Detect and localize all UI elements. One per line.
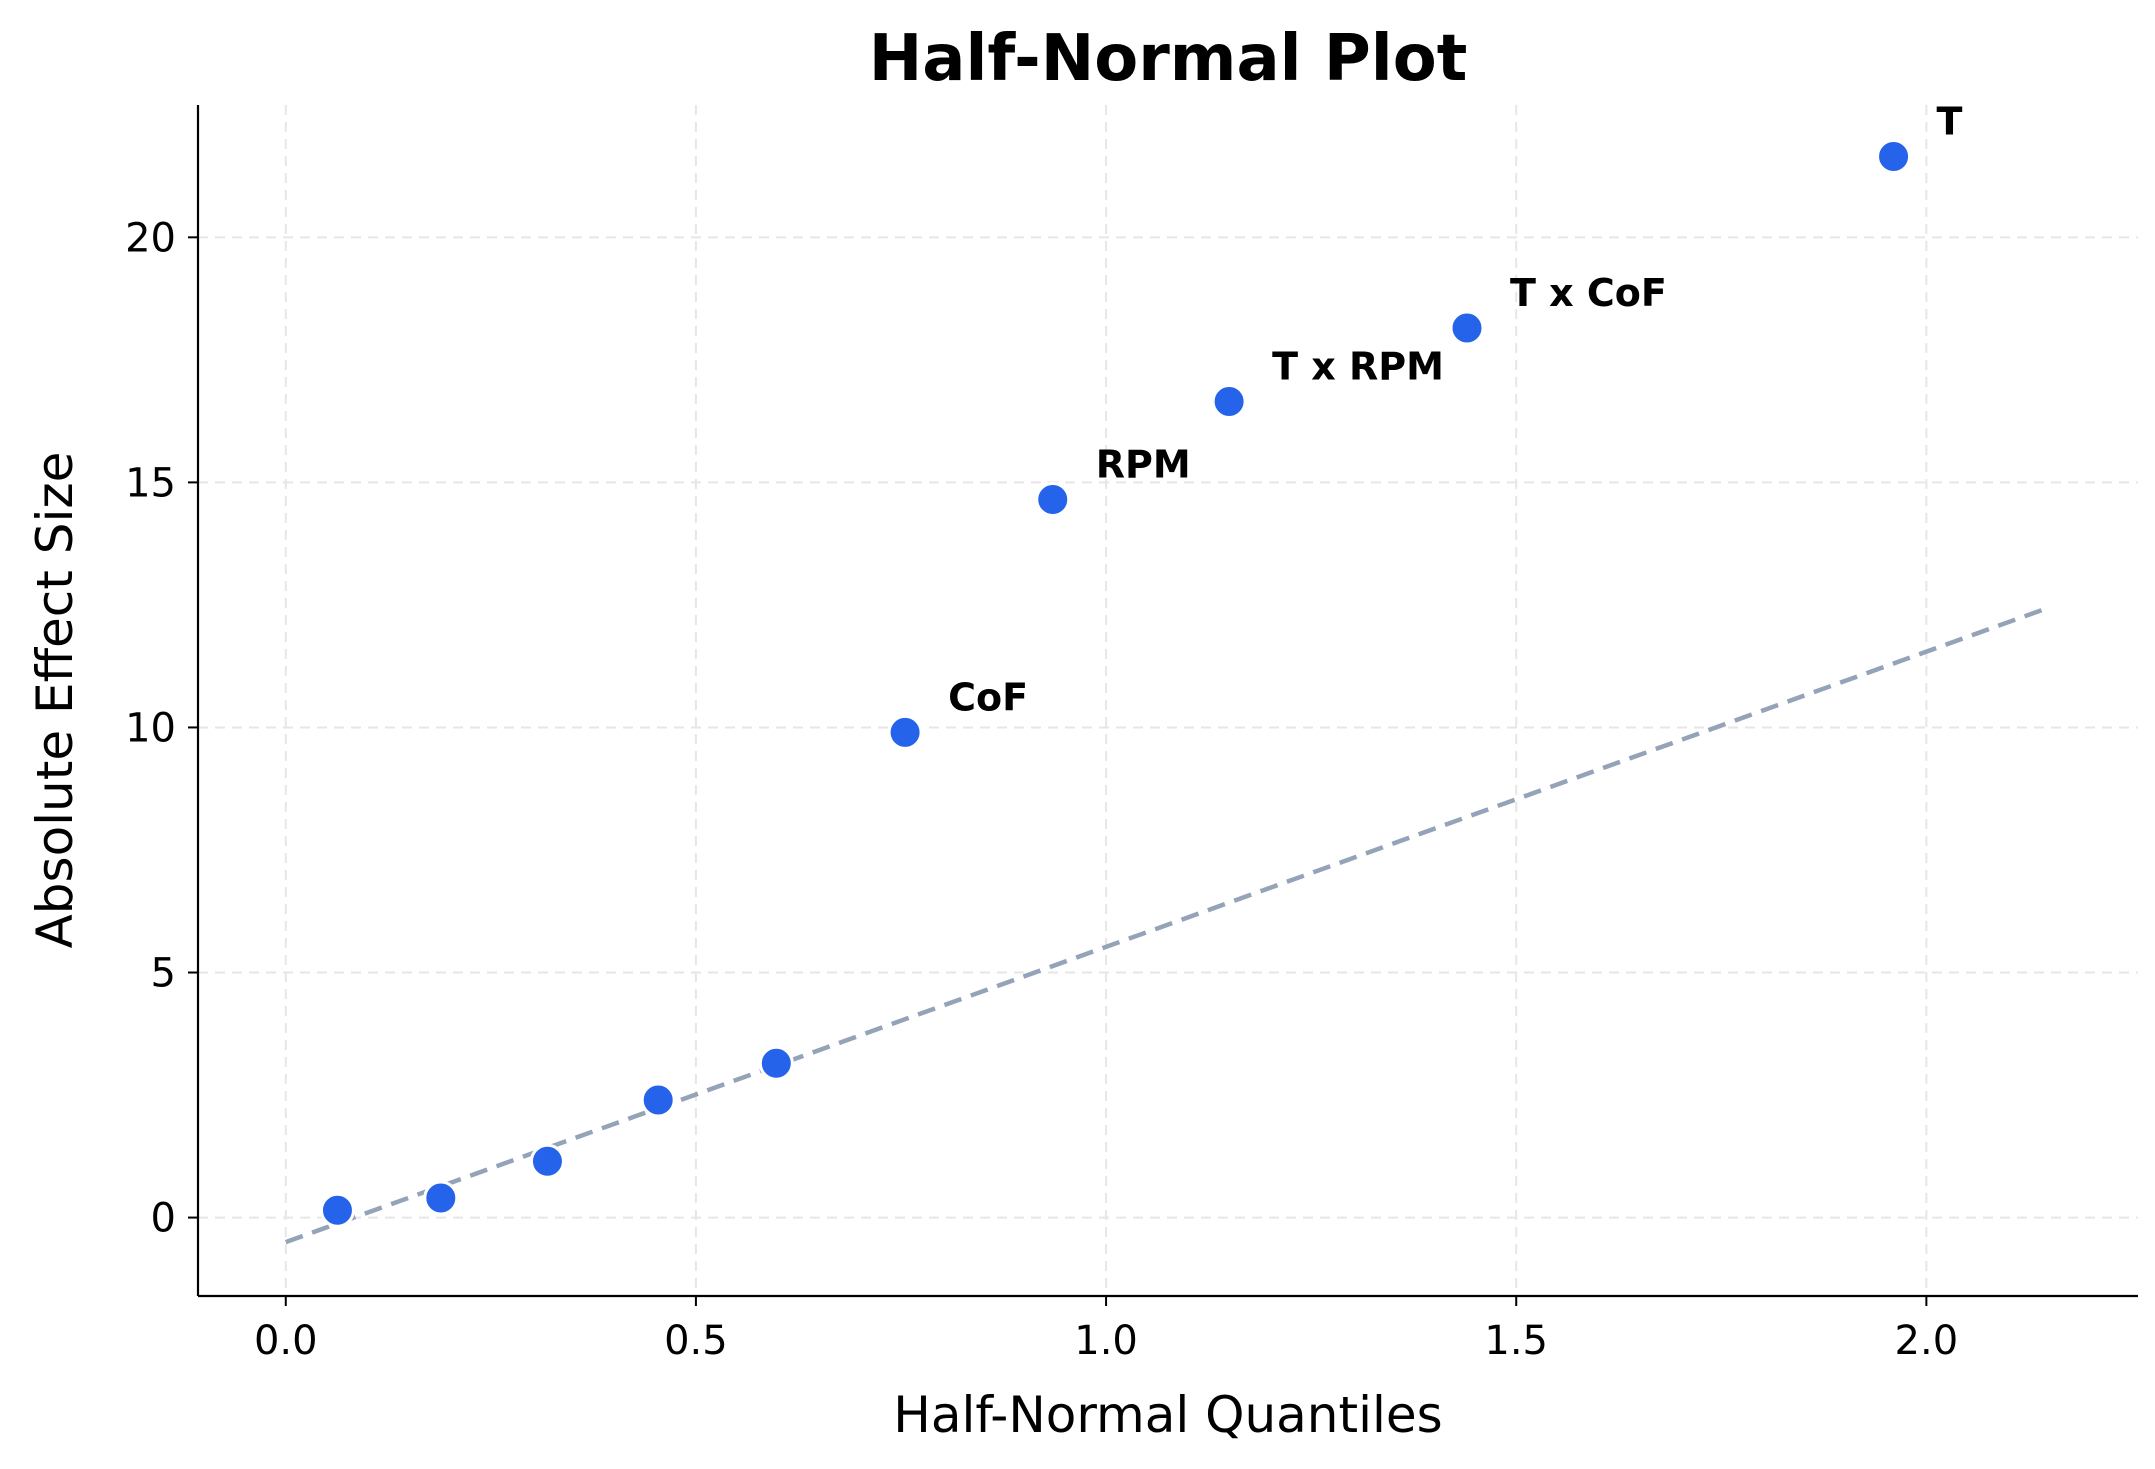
axes: [196, 105, 2138, 1298]
y-tick-label: 0: [151, 1196, 176, 1242]
x-axis-label: Half-Normal Quantiles: [893, 1386, 1442, 1444]
reference-line-group: [285, 605, 2051, 1245]
data-point: [1035, 482, 1071, 518]
data-point: [1211, 384, 1247, 420]
chart-title: Half-Normal Plot: [869, 22, 1468, 96]
data-point: [529, 1143, 565, 1179]
reference-line: [285, 605, 2051, 1245]
x-tick-label: 2.0: [1895, 1318, 1959, 1364]
y-tick-label: 10: [125, 705, 176, 751]
y-tick-label: 20: [125, 215, 176, 261]
x-ticks: 0.0 0.5 1.0 1.5 2.0: [254, 1296, 1958, 1364]
data-point: [1449, 310, 1485, 346]
y-ticks: 0 5 10 15 20: [125, 215, 198, 1242]
x-tick-label: 0.0: [254, 1318, 318, 1364]
data-point: [1876, 138, 1912, 174]
y-tick-label: 5: [151, 951, 176, 997]
data-point: [887, 714, 923, 750]
data-point: [319, 1192, 355, 1228]
point-label: RPM: [1096, 443, 1191, 487]
data-point: [640, 1082, 676, 1118]
x-tick-label: 1.5: [1484, 1318, 1548, 1364]
data-point: [758, 1045, 794, 1081]
data-points: [319, 138, 1912, 1228]
data-point: [423, 1180, 459, 1216]
point-label: T x CoF: [1510, 271, 1667, 315]
x-tick-label: 0.5: [664, 1318, 728, 1364]
y-tick-label: 15: [125, 460, 176, 506]
x-tick-label: 1.0: [1074, 1318, 1138, 1364]
point-label: CoF: [948, 675, 1028, 719]
point-labels: CoF RPM T x RPM T x CoF T: [948, 99, 1962, 719]
point-label: T x RPM: [1272, 345, 1444, 389]
grid: [198, 105, 2138, 1296]
point-label: T: [1937, 99, 1963, 143]
y-axis-label: Absolute Effect Size: [26, 452, 84, 949]
